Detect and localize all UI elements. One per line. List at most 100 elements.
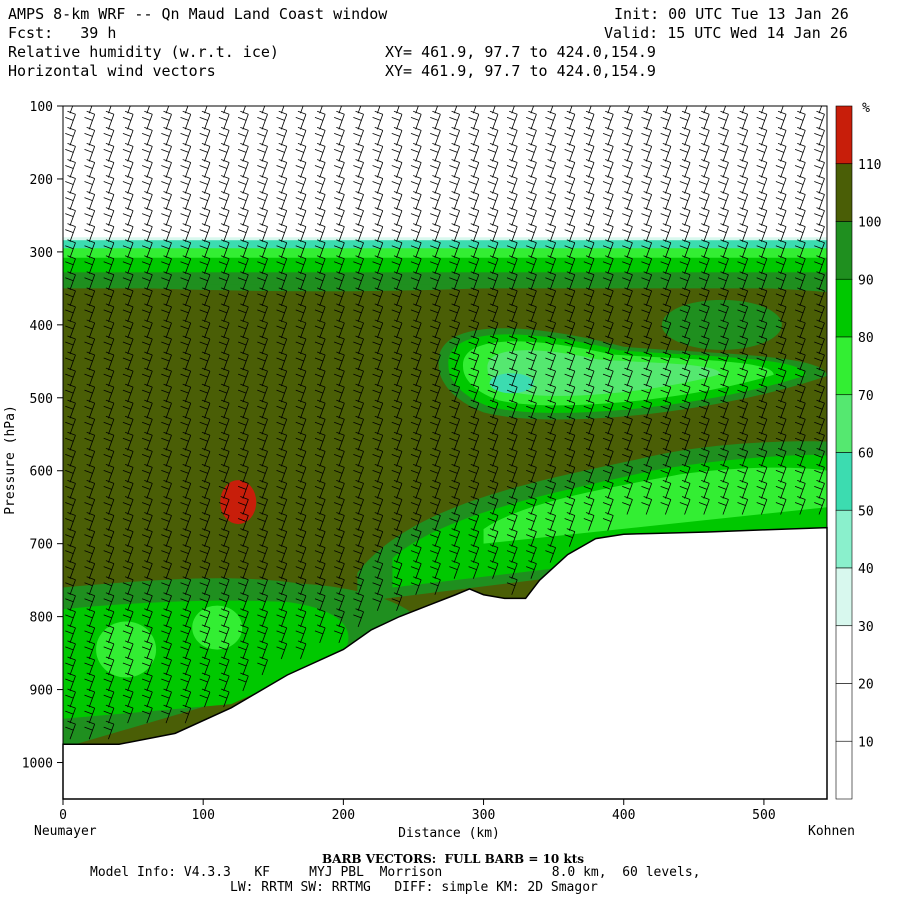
wind-barb-shaft (568, 274, 576, 290)
wind-barb-flag (545, 486, 554, 490)
wind-barb-shaft (376, 467, 384, 483)
wind-barb-shaft (434, 451, 441, 467)
wind-barb-shaft (146, 162, 153, 178)
wind-barb-shaft (761, 403, 768, 419)
wind-barb-flag (489, 367, 499, 372)
wind-barb-flag (660, 197, 669, 201)
wind-barb-shaft (492, 114, 499, 130)
wind-barb-shaft (146, 274, 153, 290)
wind-barb-flag (372, 357, 381, 362)
wind-barb-shaft (280, 146, 288, 162)
wind-barb-flag (124, 207, 134, 211)
wind-barb-flag (816, 463, 825, 468)
wind-barb-shaft (127, 483, 134, 499)
wind-barb-flag (643, 319, 652, 324)
wind-barb-shaft (357, 226, 364, 242)
wind-barb-shaft (242, 354, 249, 371)
wind-barb-flag (240, 191, 249, 195)
wind-barb-shaft (338, 370, 345, 387)
wind-barb-flag (353, 165, 362, 169)
wind-barb-shaft (780, 386, 787, 403)
wind-barb-shaft (741, 274, 749, 290)
wind-barb-flag (317, 255, 326, 260)
wind-barb-shaft (799, 146, 806, 162)
wind-barb-flag (470, 335, 479, 340)
wind-barb-flag (295, 357, 304, 362)
wind-barb-flag (720, 383, 729, 388)
wind-barb-flag (720, 415, 729, 420)
wind-barb-flag (278, 624, 287, 629)
wind-barb-flag (180, 710, 189, 715)
wind-barb-flag (336, 159, 345, 163)
wind-barb-flag (391, 116, 400, 121)
wind-barb-shaft (607, 258, 614, 274)
wind-barb-flag (314, 598, 324, 603)
wind-barb-flag (141, 389, 151, 394)
wind-barb-flag (622, 261, 631, 266)
wind-barb-shaft (396, 210, 403, 226)
wind-barb-flag (816, 287, 825, 292)
wind-barb-shaft (88, 643, 96, 660)
wind-barb-shaft (434, 146, 441, 162)
wind-barb-flag (545, 293, 554, 298)
wind-barb-flag (355, 159, 364, 163)
wind-barb-flag (334, 245, 343, 250)
wind-barb-shaft (511, 419, 518, 435)
wind-barb-shaft (684, 322, 691, 339)
wind-barb-flag (487, 389, 496, 394)
wind-barb-flag (105, 191, 115, 195)
wind-barb-flag (526, 566, 535, 571)
wind-barb-flag (430, 277, 439, 282)
wind-barb-flag (701, 95, 709, 98)
wind-barb-shaft (722, 194, 729, 210)
wind-barb-flag (413, 159, 422, 163)
wind-barb-flag (814, 486, 823, 490)
wind-barb-flag (182, 496, 191, 500)
wind-barb-flag (105, 351, 115, 356)
wind-barb-flag (643, 367, 652, 372)
wind-barb-flag (105, 399, 115, 404)
wind-barb-flag (797, 175, 806, 179)
wind-barb-shaft (530, 515, 537, 531)
wind-barb-flag (509, 415, 518, 420)
wind-barb-flag (526, 277, 535, 282)
wind-barb-shaft (88, 290, 96, 307)
wind-barb-flag (86, 287, 95, 292)
wind-barb-flag (122, 598, 132, 603)
wind-barb-flag (297, 447, 307, 452)
wind-barb-shaft (223, 290, 230, 307)
wind-barb-flag (393, 592, 403, 597)
wind-barb-flag (566, 239, 575, 244)
wind-barb-flag (547, 126, 556, 131)
wind-barb-flag (547, 367, 556, 372)
wind-barb-flag (737, 470, 746, 474)
wind-barb-shaft (88, 611, 96, 627)
wind-barb-flag (698, 437, 708, 442)
wind-barb-flag (259, 496, 268, 500)
wind-barb-shaft (319, 338, 326, 355)
wind-barb-flag (161, 470, 170, 474)
wind-barb-flag (259, 319, 268, 324)
wind-barb-flag (759, 95, 767, 98)
wind-barb-flag (410, 132, 420, 137)
wind-barb-shaft (626, 130, 633, 146)
wind-barb-flag (718, 116, 727, 121)
wind-barb-flag (794, 277, 804, 282)
wind-barb-flag (641, 197, 650, 201)
wind-barb-flag (297, 303, 307, 308)
wind-barb-shaft (165, 451, 172, 467)
wind-barb-flag (278, 319, 287, 324)
wind-barb-flag (566, 223, 575, 228)
wind-barb-flag (797, 480, 806, 484)
wind-barb-shaft (319, 386, 326, 403)
wind-barb-flag (141, 550, 151, 555)
wind-barb-shaft (280, 547, 288, 563)
wind-barb-flag (545, 229, 554, 234)
wind-barb-flag (67, 463, 76, 468)
wind-barb-flag (182, 110, 191, 115)
wind-barb-flag (161, 405, 170, 410)
wind-barb-flag (67, 287, 76, 292)
wind-barb-flag (86, 480, 95, 484)
wind-barb-shaft (453, 451, 460, 467)
wind-barb-flag (220, 656, 230, 661)
